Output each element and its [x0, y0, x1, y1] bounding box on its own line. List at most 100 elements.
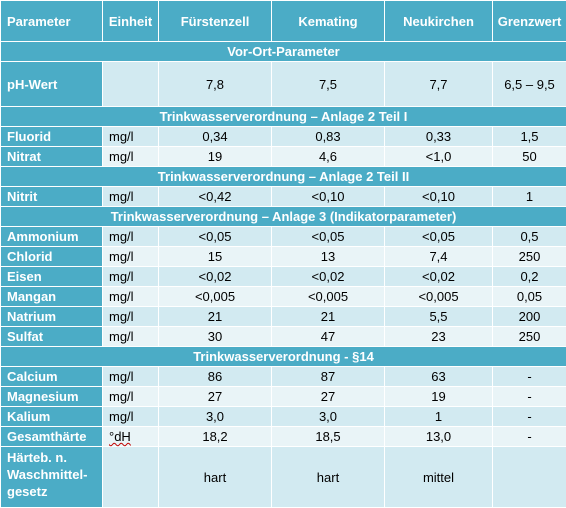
value-kemating: 4,6: [272, 147, 385, 167]
parameter-cell: Gesamthärte: [1, 427, 103, 447]
header-fuerstenzell: Fürstenzell: [159, 1, 272, 42]
value-kemating: <0,10: [272, 187, 385, 207]
section-header-row: Trinkwasserverordnung – Anlage 2 Teil II: [1, 167, 566, 187]
value-limit: 1,5: [493, 127, 566, 147]
value-limit: [493, 447, 566, 508]
parameter-cell: Calcium: [1, 367, 103, 387]
value-fuerstenzell: 18,2: [159, 427, 272, 447]
value-kemating: 27: [272, 387, 385, 407]
value-neukirchen: 19: [385, 387, 493, 407]
unit-cell: mg/l: [103, 127, 159, 147]
parameter-cell: Sulfat: [1, 327, 103, 347]
header-limit: Grenzwert: [493, 1, 566, 42]
parameter-cell: Härteb. n. Waschmittel-gesetz: [1, 447, 103, 508]
parameter-cell: Magnesium: [1, 387, 103, 407]
value-neukirchen: mittel: [385, 447, 493, 508]
value-limit: -: [493, 387, 566, 407]
unit-text: °dH: [109, 429, 131, 444]
value-neukirchen: <0,02: [385, 267, 493, 287]
header-neukirchen: Neukirchen: [385, 1, 493, 42]
header-kemating: Kemating: [272, 1, 385, 42]
value-neukirchen: <0,05: [385, 227, 493, 247]
parameter-cell: Kalium: [1, 407, 103, 427]
table-header: Parameter Einheit Fürstenzell Kemating N…: [1, 1, 566, 42]
value-fuerstenzell: <0,02: [159, 267, 272, 287]
unit-cell: mg/l: [103, 407, 159, 427]
parameter-cell: Eisen: [1, 267, 103, 287]
value-limit: 6,5 – 9,5: [493, 62, 566, 107]
value-kemating: 0,83: [272, 127, 385, 147]
value-neukirchen: 1: [385, 407, 493, 427]
section-header-row: Trinkwasserverordnung – Anlage 3 (Indika…: [1, 207, 566, 227]
section-title: Trinkwasserverordnung – Anlage 3 (Indika…: [1, 207, 566, 227]
unit-cell: mg/l: [103, 147, 159, 167]
unit-cell: mg/l: [103, 227, 159, 247]
value-kemating: hart: [272, 447, 385, 508]
value-limit: 200: [493, 307, 566, 327]
value-fuerstenzell: 15: [159, 247, 272, 267]
value-fuerstenzell: 27: [159, 387, 272, 407]
value-limit: -: [493, 427, 566, 447]
unit-cell: mg/l: [103, 247, 159, 267]
value-fuerstenzell: 0,34: [159, 127, 272, 147]
unit-cell: mg/l: [103, 267, 159, 287]
value-kemating: <0,05: [272, 227, 385, 247]
value-kemating: 13: [272, 247, 385, 267]
value-fuerstenzell: <0,05: [159, 227, 272, 247]
value-fuerstenzell: 3,0: [159, 407, 272, 427]
section-title: Trinkwasserverordnung - §14: [1, 347, 566, 367]
parameter-cell: Nitrat: [1, 147, 103, 167]
value-kemating: 3,0: [272, 407, 385, 427]
parameter-cell: Ammonium: [1, 227, 103, 247]
value-fuerstenzell: hart: [159, 447, 272, 508]
value-neukirchen: 5,5: [385, 307, 493, 327]
unit-cell: mg/l: [103, 367, 159, 387]
value-kemating: 21: [272, 307, 385, 327]
value-neukirchen: 13,0: [385, 427, 493, 447]
unit-cell: mg/l: [103, 327, 159, 347]
section-header-row: Trinkwasserverordnung – Anlage 2 Teil I: [1, 107, 566, 127]
section-title: Vor-Ort-Parameter: [1, 42, 566, 62]
value-limit: -: [493, 367, 566, 387]
value-fuerstenzell: 19: [159, 147, 272, 167]
value-fuerstenzell: 21: [159, 307, 272, 327]
value-limit: 50: [493, 147, 566, 167]
unit-cell: [103, 447, 159, 508]
unit-cell: mg/l: [103, 307, 159, 327]
parameter-cell: pH-Wert: [1, 62, 103, 107]
value-kemating: <0,005: [272, 287, 385, 307]
value-limit: -: [493, 407, 566, 427]
value-neukirchen: 23: [385, 327, 493, 347]
parameter-cell: Chlorid: [1, 247, 103, 267]
value-kemating: 87: [272, 367, 385, 387]
value-neukirchen: 63: [385, 367, 493, 387]
value-fuerstenzell: 30: [159, 327, 272, 347]
value-limit: 250: [493, 247, 566, 267]
value-neukirchen: 0,33: [385, 127, 493, 147]
value-limit: 0,2: [493, 267, 566, 287]
parameter-cell: Mangan: [1, 287, 103, 307]
value-fuerstenzell: 86: [159, 367, 272, 387]
unit-cell: [103, 62, 159, 107]
section-title: Trinkwasserverordnung – Anlage 2 Teil I: [1, 107, 566, 127]
value-limit: 1: [493, 187, 566, 207]
value-limit: 0,5: [493, 227, 566, 247]
value-neukirchen: <1,0: [385, 147, 493, 167]
value-kemating: 18,5: [272, 427, 385, 447]
value-kemating: <0,02: [272, 267, 385, 287]
value-neukirchen: <0,005: [385, 287, 493, 307]
parameter-cell: Fluorid: [1, 127, 103, 147]
